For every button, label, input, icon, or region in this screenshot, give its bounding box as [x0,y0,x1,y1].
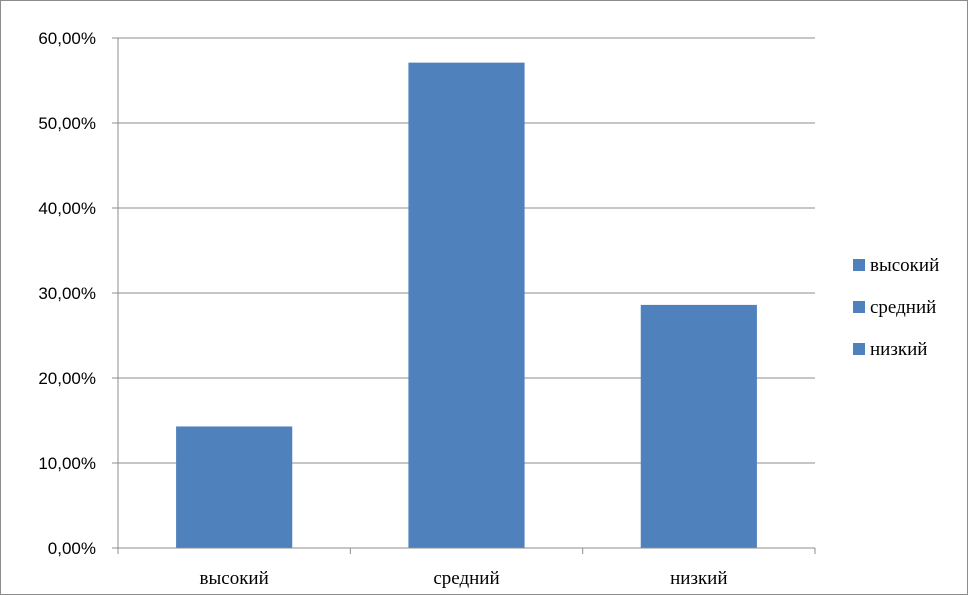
legend-swatch [853,301,865,313]
y-tick-label: 10,00% [38,454,96,473]
y-tick-label: 20,00% [38,369,96,388]
y-tick-label: 50,00% [38,114,96,133]
legend-label: высокий [870,255,939,276]
bar-2 [408,62,525,549]
x-category-label: низкий [670,568,727,589]
legend: высокий средний низкий [853,255,939,360]
x-category-label: средний [433,568,499,589]
legend-label: средний [870,297,936,318]
y-tick-label: 40,00% [38,199,96,218]
axes [112,37,816,554]
bar-1 [176,426,293,548]
y-tick-labels: 0,00% 10,00% 20,00% 30,00% 40,00% 50,00% 60,00… [38,29,96,558]
bars [176,62,757,549]
y-tick-label: 60,00% [38,29,96,48]
x-category-labels: высокий средний низкий [200,568,728,589]
y-tick-label: 0,00% [48,539,96,558]
x-category-label: высокий [200,568,269,589]
legend-label: низкий [870,339,927,360]
legend-swatch [853,343,865,355]
bar-3 [640,304,757,548]
legend-swatch [853,259,865,271]
y-tick-label: 30,00% [38,284,96,303]
